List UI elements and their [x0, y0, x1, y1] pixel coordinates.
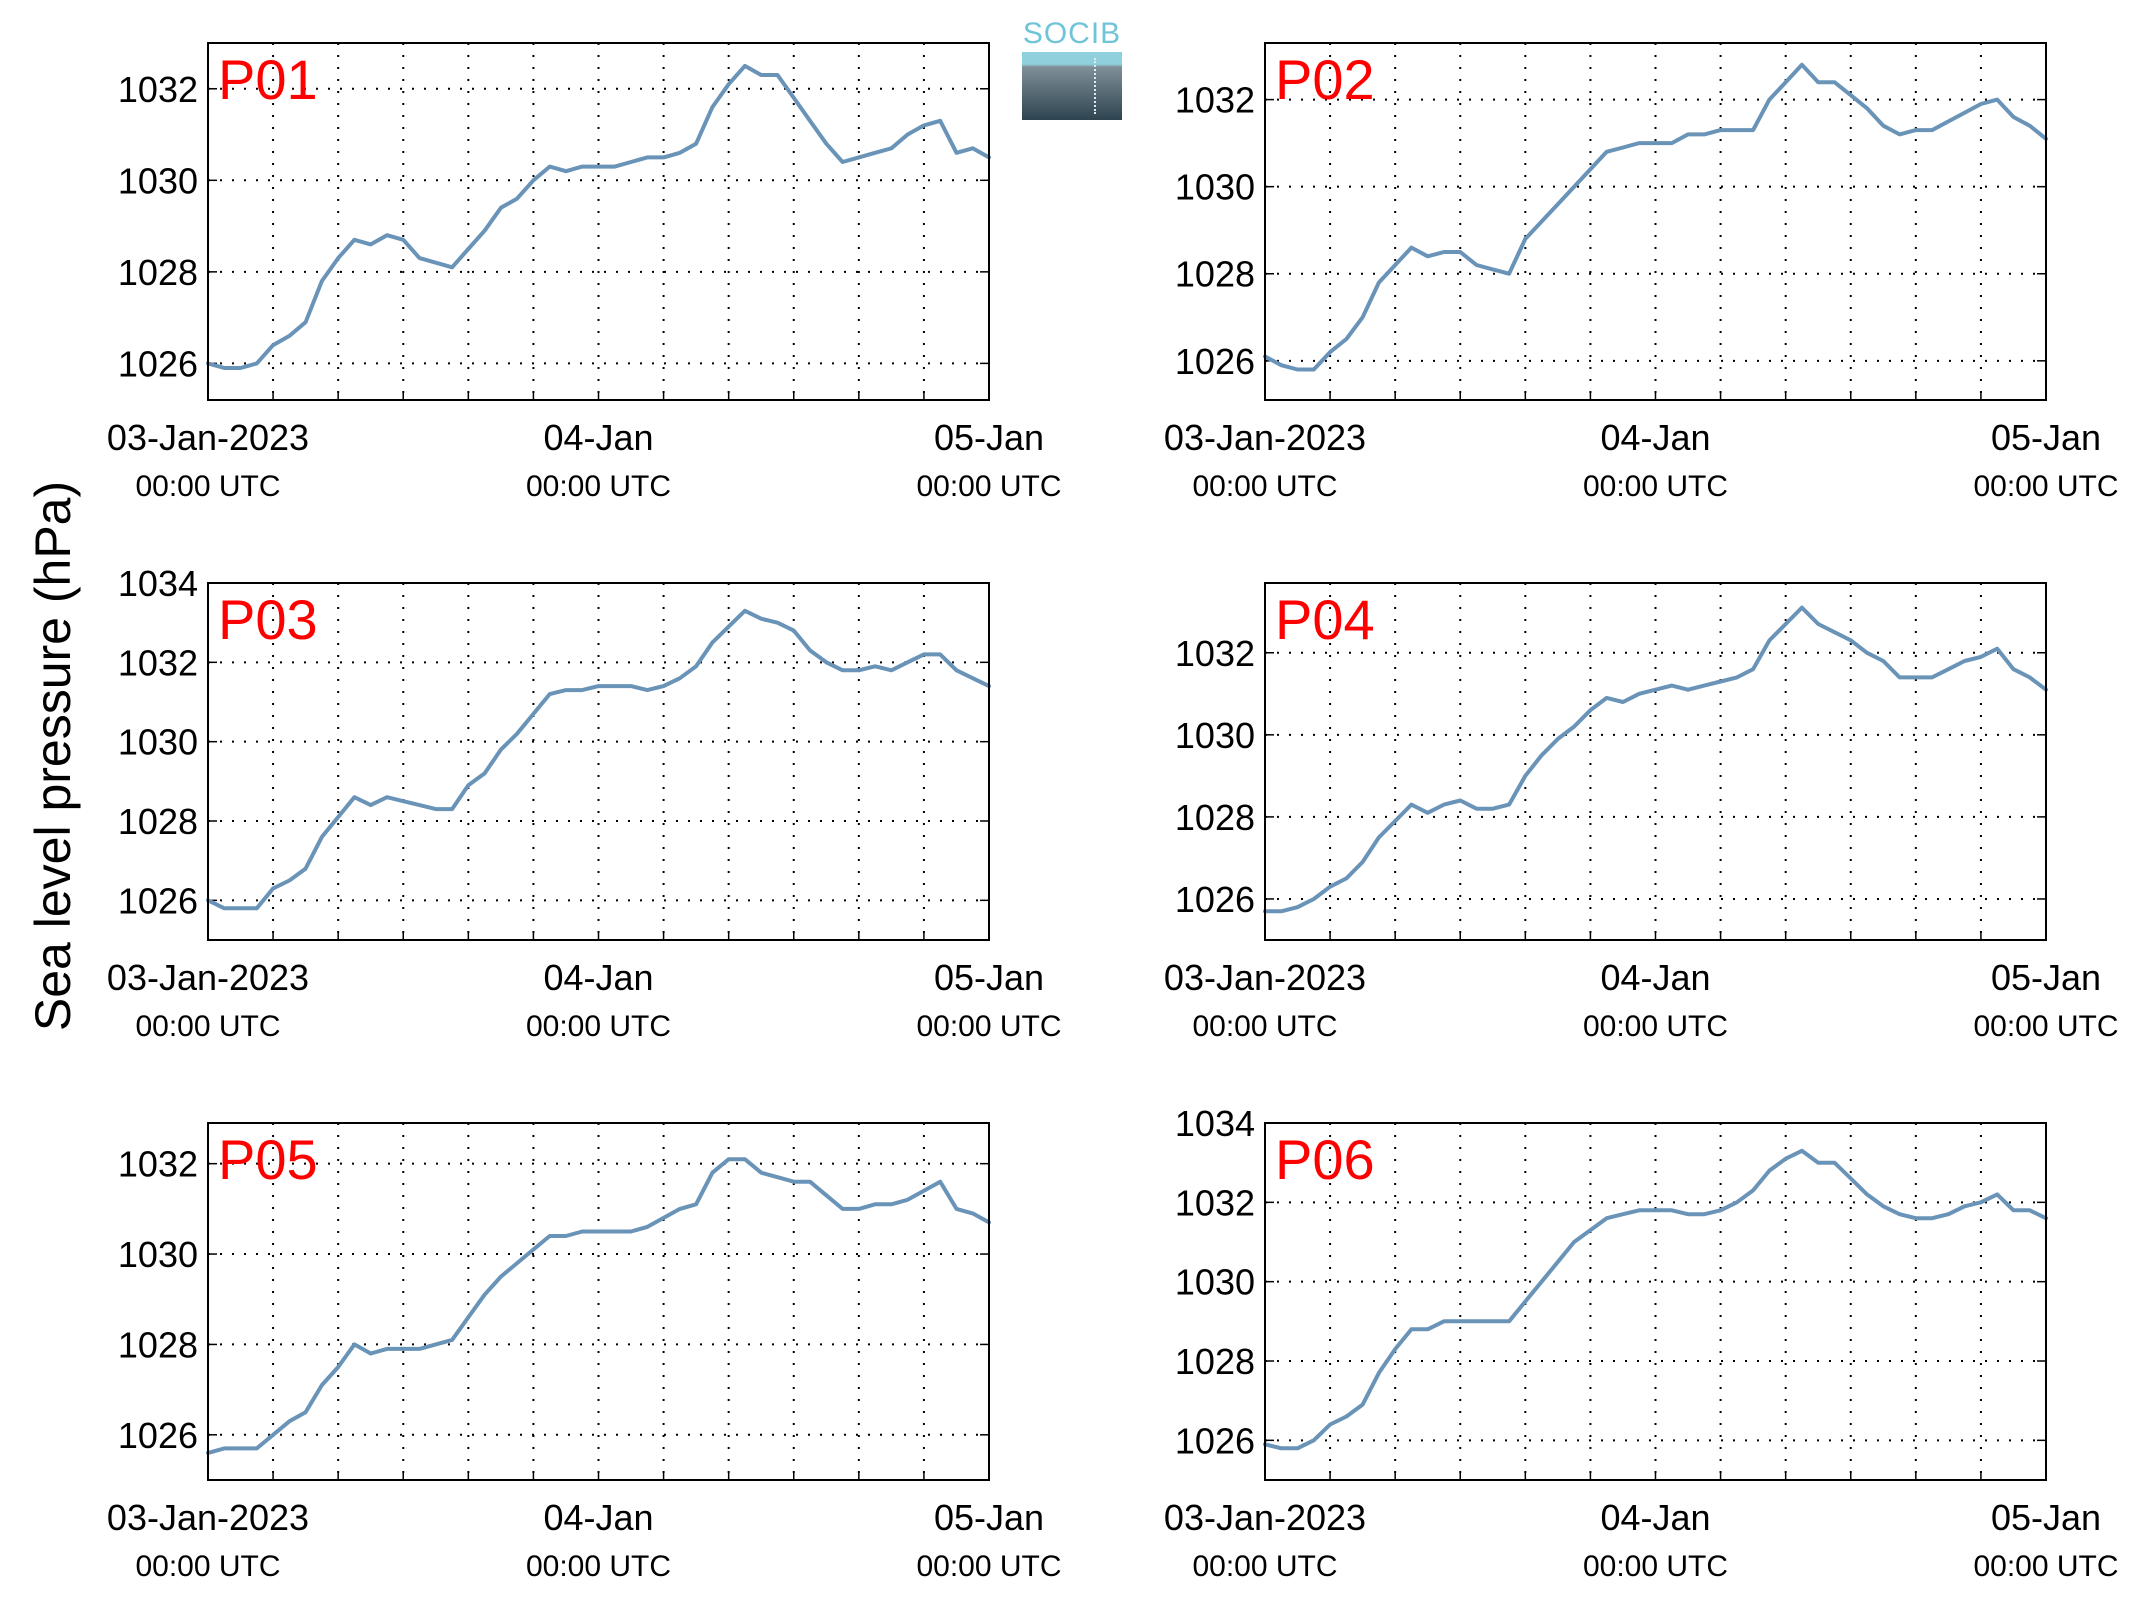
axes-frame: [207, 582, 990, 941]
pressure-series-line: [1263, 1148, 2048, 1451]
x-tick-label-date: 04-Jan: [1600, 957, 1710, 998]
y-tick-label: 1028: [118, 252, 198, 293]
logo-dotted-line: [1094, 58, 1096, 114]
axes-frame: [1264, 42, 2047, 401]
pressure-series-line: [1263, 605, 2048, 914]
panel-p05: 1026 1028 1030 1032 03-Jan-2023 00:00 UTC 04-J…: [107, 1122, 1062, 1583]
y-tick-label: 1032: [1175, 1182, 1255, 1223]
panel-p03: 1026 1028 1030 1032 1034 03-Jan-2023 00:00 UTC…: [107, 563, 1062, 1043]
x-tick-label-time: 00:00 UTC: [1192, 1010, 1337, 1043]
panel-p06: 1026 1028 1030 1032 1034 03-Jan-2023 00:00 UTC…: [1164, 1103, 2119, 1583]
y-tick-label: 1028: [1175, 797, 1255, 838]
y-tick-label: 1032: [118, 642, 198, 683]
y-axis-label: Sea level pressure (hPa): [25, 481, 81, 1031]
axes-frame: [207, 42, 990, 401]
y-tick-label: 1026: [118, 343, 198, 384]
x-tick-label-date: 04-Jan: [543, 1497, 653, 1538]
y-tick-label: 1030: [1175, 715, 1255, 756]
x-tick-label-date: 05-Jan: [1991, 957, 2101, 998]
x-tick-label-date: 04-Jan: [543, 417, 653, 458]
x-tick-label-time: 00:00 UTC: [1973, 470, 2118, 503]
y-tick-label: 1030: [1175, 1262, 1255, 1303]
x-tick-label-time: 00:00 UTC: [916, 1550, 1061, 1583]
y-tick-label: 1026: [1175, 341, 1255, 382]
x-tick-label-date: 05-Jan: [1991, 417, 2101, 458]
x-tick-label-date: 05-Jan: [934, 1497, 1044, 1538]
station-label: P01: [218, 48, 318, 111]
x-tick-label-date: 03-Jan-2023: [1164, 957, 1366, 998]
pressure-series-line: [1263, 62, 2048, 372]
x-tick-label-time: 00:00 UTC: [1192, 1550, 1337, 1583]
x-tick-label-time: 00:00 UTC: [1973, 1010, 2118, 1043]
x-tick-label-time: 00:00 UTC: [526, 1010, 671, 1043]
x-tick-label-time: 00:00 UTC: [526, 1550, 671, 1583]
x-tick-label-time: 00:00 UTC: [916, 1010, 1061, 1043]
y-tick-label: 1028: [1175, 1341, 1255, 1382]
x-tick-label-date: 03-Jan-2023: [107, 957, 309, 998]
x-tick-label-date: 05-Jan: [934, 957, 1044, 998]
x-tick-label-date: 03-Jan-2023: [1164, 1497, 1366, 1538]
x-tick-label-time: 00:00 UTC: [526, 470, 671, 503]
y-tick-label: 1030: [118, 160, 198, 201]
panel-p01: 1026 1028 1030 1032 03-Jan-2023 00:00 UTC 04-J…: [107, 42, 1062, 503]
y-tick-label: 1026: [118, 1415, 198, 1456]
station-label: P04: [1275, 588, 1375, 651]
x-tick-label-date: 03-Jan-2023: [107, 417, 309, 458]
x-tick-label-time: 00:00 UTC: [135, 1550, 280, 1583]
x-tick-label-date: 04-Jan: [1600, 1497, 1710, 1538]
x-tick-label-date: 04-Jan: [543, 957, 653, 998]
y-tick-label: 1030: [118, 722, 198, 763]
x-tick-label-date: 05-Jan: [934, 417, 1044, 458]
x-tick-label-date: 03-Jan-2023: [1164, 417, 1366, 458]
y-tick-label: 1028: [118, 801, 198, 842]
axes-frame: [1264, 1122, 2047, 1481]
y-tick-label: 1032: [1175, 80, 1255, 121]
y-tick-label: 1030: [118, 1234, 198, 1275]
panel-p02: 1026 1028 1030 1032 03-Jan-2023 00:00 UTC 04-J…: [1164, 42, 2119, 503]
panels: 1026 1028 1030 1032 03-Jan-2023 00:00 UTC 04-J…: [107, 42, 2119, 1583]
y-tick-label: 1032: [1175, 633, 1255, 674]
y-tick-label: 1026: [118, 880, 198, 921]
logo-text: SOCIB: [1022, 17, 1122, 50]
y-tick-label: 1028: [1175, 254, 1255, 295]
y-tick-label: 1034: [1175, 1103, 1255, 1144]
station-label: P02: [1275, 48, 1375, 111]
logo-graphic: [1022, 52, 1122, 120]
x-tick-label-date: 03-Jan-2023: [107, 1497, 309, 1538]
x-tick-label-time: 00:00 UTC: [1583, 1550, 1728, 1583]
panel-p04: 1026 1028 1030 1032 03-Jan-2023 00:00 UTC 04-J…: [1164, 582, 2119, 1043]
x-tick-label-time: 00:00 UTC: [1973, 1550, 2118, 1583]
x-tick-label-time: 00:00 UTC: [916, 470, 1061, 503]
y-tick-label: 1026: [1175, 1420, 1255, 1461]
x-tick-label-time: 00:00 UTC: [1583, 470, 1728, 503]
y-tick-label: 1026: [1175, 879, 1255, 920]
pressure-series-line: [206, 63, 991, 370]
x-tick-label-time: 00:00 UTC: [1192, 470, 1337, 503]
y-tick-label: 1028: [118, 1324, 198, 1365]
x-tick-label-time: 00:00 UTC: [1583, 1010, 1728, 1043]
station-label: P03: [218, 588, 318, 651]
y-tick-label: 1032: [118, 69, 198, 110]
y-tick-label: 1030: [1175, 167, 1255, 208]
y-tick-label: 1032: [118, 1144, 198, 1185]
axes-frame: [207, 1122, 990, 1481]
pressure-series-line: [206, 1157, 991, 1455]
pressure-series-line: [206, 608, 991, 911]
station-label: P05: [218, 1128, 318, 1191]
x-tick-label-time: 00:00 UTC: [135, 1010, 280, 1043]
x-tick-label-time: 00:00 UTC: [135, 470, 280, 503]
axes-frame: [1264, 582, 2047, 941]
x-tick-label-date: 05-Jan: [1991, 1497, 2101, 1538]
socib-logo: SOCIB: [1022, 18, 1122, 122]
x-tick-label-date: 04-Jan: [1600, 417, 1710, 458]
station-label: P06: [1275, 1128, 1375, 1191]
y-tick-label: 1034: [118, 563, 198, 604]
